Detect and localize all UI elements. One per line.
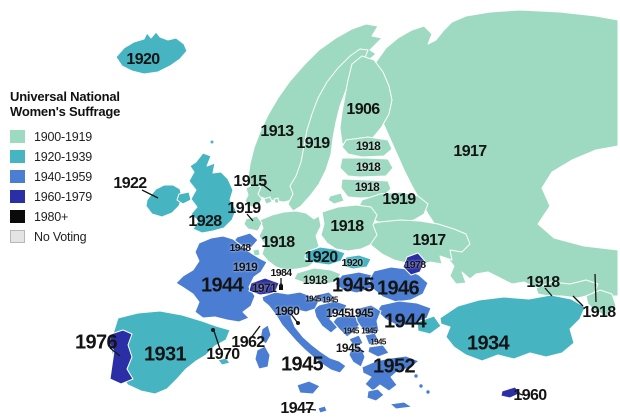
country-crete: [389, 401, 413, 410]
legend-swatch-1980-plus: [10, 210, 25, 224]
country-aegean-island: [419, 384, 423, 388]
country-luxembourg: [252, 248, 261, 257]
country-kosovo: [364, 332, 380, 346]
legend-item-1900-1919: 1900-1919: [10, 130, 138, 144]
legend-swatch-1900-1919: [10, 130, 25, 144]
pointer-monaco: [250, 325, 261, 339]
dot-liechtenstein: [279, 283, 283, 287]
country-france: [175, 235, 268, 323]
legend-label: 1920-1939: [34, 149, 92, 164]
country-shetland: [209, 139, 215, 145]
dot-san-marino: [296, 321, 300, 325]
country-austria: [293, 267, 342, 286]
legend-title: Universal National Women's Suffrage: [10, 89, 121, 119]
country-estonia: [341, 136, 393, 158]
legend: Universal National Women's Suffrage 1900…: [10, 89, 138, 250]
country-iceland: [115, 31, 188, 75]
legend-swatch-no-voting: [10, 230, 25, 244]
legend-item-1920-1939: 1920-1939: [10, 150, 138, 164]
country-balearics: [217, 357, 231, 366]
country-latvia: [339, 157, 394, 178]
country-kaliningrad: [327, 192, 345, 205]
pointer-malta: [305, 408, 317, 411]
pointer-andorra: [213, 330, 221, 350]
pointer-montenegro: [356, 347, 365, 353]
country-peloponnese: [366, 388, 385, 402]
legend-label: No Voting: [34, 229, 87, 244]
country-aegean-island: [426, 390, 430, 394]
pointer-azerbaijan: [594, 273, 597, 303]
country-turkey-thrace: [416, 315, 442, 335]
country-sicily: [296, 380, 321, 395]
country-italy: [261, 291, 347, 374]
legend-label: 1900-1919: [34, 129, 92, 144]
country-cyprus: [500, 386, 522, 399]
pointer-san-marino: [290, 313, 298, 323]
pointer-ireland: [141, 189, 159, 199]
country-turkey: [439, 294, 586, 362]
country-poland: [320, 204, 378, 252]
country-azerbaijan: [585, 289, 617, 317]
country-greece: [361, 355, 420, 392]
country-denmark-islands: [263, 196, 280, 205]
country-hungary: [334, 271, 377, 294]
country-great-britain: [188, 152, 237, 234]
pointer-denmark: [261, 183, 272, 192]
legend-item-1960-1979: 1960-1979: [10, 190, 138, 204]
legend-label: 1960-1979: [34, 189, 92, 204]
country-serbia: [354, 304, 382, 338]
country-north-macedonia: [367, 344, 390, 358]
country-sweden: [287, 48, 369, 212]
legend-swatch-1940-1959: [10, 170, 25, 184]
country-corsica: [259, 324, 272, 345]
country-northern-ireland: [176, 191, 192, 205]
legend-label: 1980+: [34, 209, 69, 224]
country-moldova: [402, 252, 426, 276]
country-albania: [348, 346, 366, 368]
legend-item-1940-1959: 1940-1959: [10, 170, 138, 184]
country-ukraine: [359, 219, 471, 267]
country-denmark: [244, 183, 263, 208]
country-slovakia: [341, 254, 372, 270]
legend-label: 1940-1959: [34, 169, 92, 184]
pointer-portugal: [109, 347, 121, 357]
legend-item-no-voting: No Voting: [10, 230, 138, 244]
country-bosnia: [332, 314, 363, 338]
country-sardinia: [254, 345, 271, 370]
country-czechia: [304, 246, 346, 266]
pointer-lines: [109, 183, 597, 411]
country-ireland: [145, 184, 183, 218]
legend-swatch-1920-1939: [10, 150, 25, 164]
pointer-cyprus: [516, 392, 524, 396]
dot-andorra: [211, 328, 215, 332]
country-aegean-island: [414, 374, 418, 378]
country-montenegro: [348, 334, 364, 349]
country-netherlands: [243, 215, 263, 232]
legend-item-1980-plus: 1980+: [10, 210, 138, 224]
country-malta: [317, 405, 328, 414]
country-liechtenstein: [279, 285, 283, 290]
legend-swatch-1960-1979: [10, 190, 25, 204]
pointer-netherlands: [246, 213, 254, 222]
pointer-armenia: [572, 295, 584, 307]
pointer-georgia: [544, 287, 553, 297]
